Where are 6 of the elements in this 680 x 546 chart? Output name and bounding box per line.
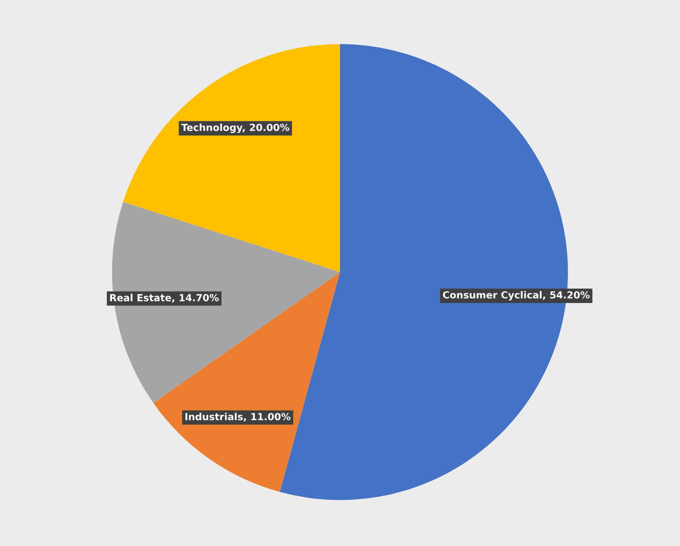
pie-slice — [123, 44, 340, 272]
slice-label: Industrials, 11.00% — [185, 412, 290, 422]
slice-label: Consumer Cyclical, 54.20% — [442, 291, 590, 301]
slice-label: Real Estate, 14.70% — [110, 294, 219, 303]
slice-label: Technology, 20.00% — [181, 124, 290, 134]
pie-slice — [112, 202, 340, 403]
